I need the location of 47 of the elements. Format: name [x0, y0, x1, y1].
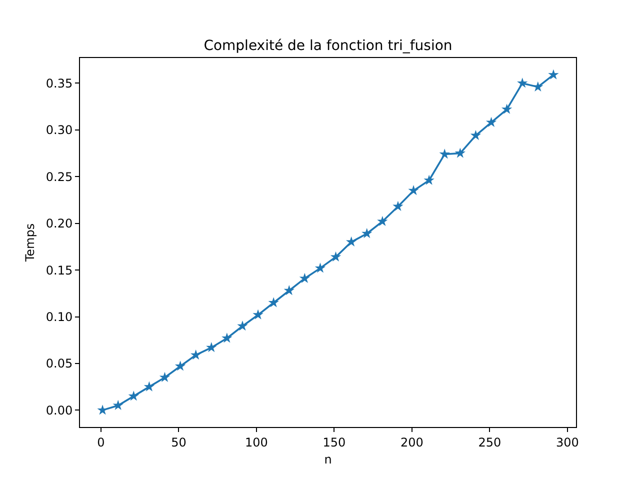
- point: [392, 200, 404, 212]
- point: [362, 228, 372, 238]
- point: [470, 130, 482, 140]
- point: [517, 78, 528, 88]
- point: [486, 116, 497, 127]
- point: [299, 272, 310, 283]
- x-tick-label: 250: [478, 435, 502, 450]
- point: [454, 148, 466, 158]
- x-tick-label: 100: [245, 435, 268, 450]
- y-axis-title: Temps: [23, 223, 38, 263]
- point: [501, 104, 512, 114]
- point: [159, 372, 170, 382]
- point: [408, 185, 419, 196]
- point: [532, 81, 544, 92]
- point: [424, 174, 434, 185]
- y-tick-label: 0.20: [46, 216, 73, 231]
- point: [206, 342, 217, 352]
- point: [252, 309, 264, 320]
- y-tick-label: 0.35: [46, 76, 73, 90]
- x-tick-label: 150: [322, 435, 346, 450]
- y-tick-label: 0.30: [46, 123, 73, 138]
- x-axis-title: n: [324, 452, 332, 466]
- x-tick-label: 50: [171, 435, 186, 450]
- y-tick-label: 0.25: [46, 170, 73, 184]
- x-tick-label: 200: [400, 435, 424, 450]
- point: [330, 251, 342, 262]
- point: [268, 297, 279, 308]
- point: [112, 400, 124, 410]
- y-tick-label: 0.15: [46, 263, 73, 278]
- x-tick-label: 0: [97, 435, 105, 450]
- point: [377, 216, 388, 226]
- chart-title: Complexité de la fonction tri_fusion: [204, 38, 452, 54]
- point: [190, 349, 202, 360]
- point: [237, 320, 248, 331]
- point: [284, 285, 294, 296]
- y-tick-label: 0.10: [46, 310, 73, 324]
- point: [439, 148, 450, 159]
- y-tick-label: 0.00: [46, 403, 73, 418]
- point: [346, 236, 357, 247]
- y-tick-label: 0.05: [46, 356, 73, 371]
- point: [144, 381, 155, 392]
- point: [222, 332, 232, 343]
- x-tick-label: 300: [556, 435, 579, 450]
- point: [314, 262, 326, 273]
- point: [548, 69, 559, 80]
- point: [174, 360, 186, 371]
- point: [128, 390, 139, 401]
